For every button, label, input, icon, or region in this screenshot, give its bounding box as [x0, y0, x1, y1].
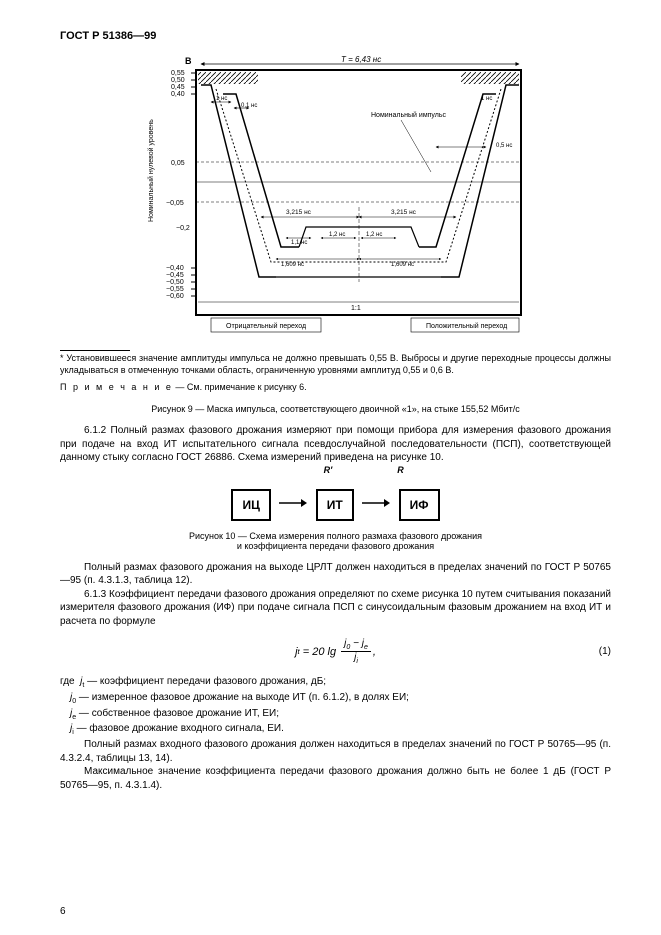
svg-text:1:1: 1:1 [351, 305, 361, 312]
footnote-text: * Установившееся значение амплитуды импу… [60, 353, 611, 376]
svg-text:1,2 нс: 1,2 нс [329, 232, 345, 238]
formula-1: jt = 20 lg j0 − je ji , (1) [60, 638, 611, 665]
note-text: — См. примечание к рисунку 6. [175, 382, 306, 392]
chart-t-label: T = 6,43 нс [341, 55, 381, 64]
page: ГОСТ Р 51386—99 T = 6,43 нс B 0,55 0,50 … [0, 0, 661, 935]
chart-y-axis-label: Номинальный нулевой уровень [147, 119, 155, 222]
chart-b-label: B [185, 56, 192, 66]
document-header: ГОСТ Р 51386—99 [60, 30, 611, 42]
svg-text:0,40: 0,40 [171, 91, 185, 98]
svg-text:1,2 нс: 1,2 нс [366, 232, 382, 238]
svg-text:−0,40: −0,40 [166, 265, 184, 272]
svg-text:−0,2: −0,2 [176, 225, 190, 232]
para-full-span: Полный размах фазового дрожания на выход… [60, 561, 611, 629]
svg-text:1,609 нс: 1,609 нс [391, 262, 414, 268]
note-label: П р и м е ч а н и е [60, 382, 173, 392]
r-labels: R′ R [60, 465, 611, 475]
svg-text:−0,05: −0,05 [166, 200, 184, 207]
svg-text:1,609 нс: 1,609 нс [281, 262, 304, 268]
figure-10-diagram: ИЦ ИТ ИФ [60, 489, 611, 521]
svg-text:1 нс: 1 нс [481, 96, 492, 102]
arrow-icon [279, 496, 307, 514]
svg-text:−0,45: −0,45 [166, 272, 184, 279]
page-number: 6 [60, 906, 66, 917]
nominal-pulse-label: Номинальный импульс [371, 111, 447, 119]
figure-10-caption: Рисунок 10 — Схема измерения полного раз… [60, 531, 611, 551]
para-6-1-2: 6.1.2 Полный размах фазового дрожания из… [60, 424, 611, 465]
box-if: ИФ [399, 489, 440, 521]
svg-text:−0,50: −0,50 [166, 279, 184, 286]
arrow-icon [362, 496, 390, 514]
figure-9-caption: Рисунок 9 — Маска импульса, соответствую… [60, 404, 611, 414]
figure-9-pulse-mask: T = 6,43 нс B 0,55 0,50 0,45 0,40 0,05 −… [141, 52, 531, 342]
svg-text:3,215 нс: 3,215 нс [391, 209, 417, 216]
svg-text:−0,60: −0,60 [166, 293, 184, 300]
closing-paras: Полный размах входного фазового дрожания… [60, 738, 611, 792]
svg-text:0,45: 0,45 [171, 84, 185, 91]
footer-left-label: Отрицательный переход [226, 322, 306, 330]
footnote-rule [60, 350, 130, 351]
box-ic: ИЦ [231, 489, 270, 521]
equation-number: (1) [599, 646, 611, 657]
box-it: ИТ [316, 489, 354, 521]
where-block: где jt — коэффициент передачи фазового д… [60, 675, 611, 738]
svg-text:0,55: 0,55 [171, 70, 185, 77]
svg-text:0,5 нс: 0,5 нс [496, 143, 512, 149]
svg-text:1,1 нс: 1,1 нс [291, 240, 307, 246]
svg-text:0,50: 0,50 [171, 77, 185, 84]
note-line: П р и м е ч а н и е — См. примечание к р… [60, 382, 611, 394]
footer-right-label: Положительный переход [426, 322, 507, 330]
svg-text:−0,55: −0,55 [166, 286, 184, 293]
svg-text:1 нс: 1 нс [216, 96, 227, 102]
svg-text:3,215 нс: 3,215 нс [286, 209, 312, 216]
svg-text:0,05: 0,05 [171, 160, 185, 167]
